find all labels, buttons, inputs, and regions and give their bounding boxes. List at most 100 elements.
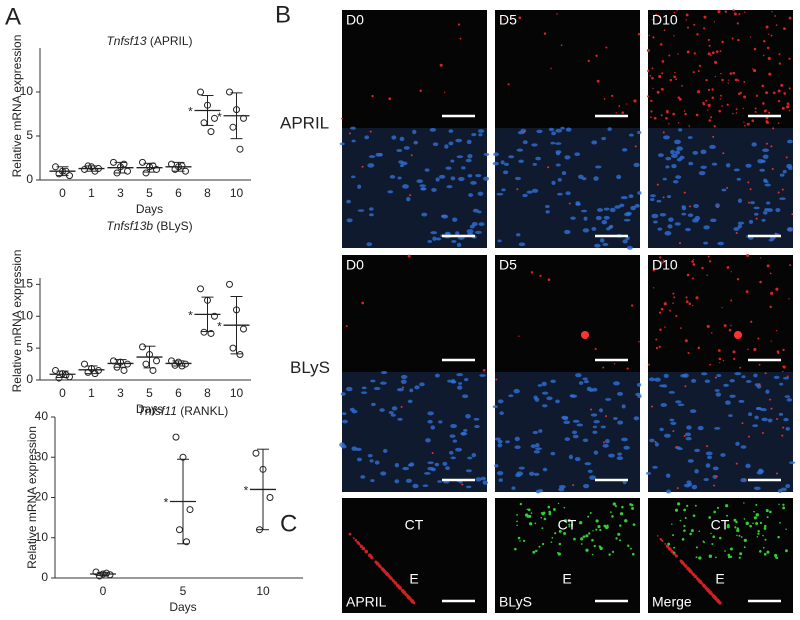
signal — [711, 88, 714, 91]
signal — [718, 536, 722, 540]
signal — [663, 29, 666, 32]
signal — [702, 540, 705, 543]
nucleus — [623, 218, 631, 222]
signal — [735, 520, 738, 524]
nucleus — [598, 408, 604, 413]
signal — [674, 508, 679, 512]
signal — [530, 271, 534, 274]
y-tick-label: 20 — [35, 490, 49, 504]
signal — [400, 405, 403, 408]
signal — [745, 290, 749, 294]
signal — [658, 345, 661, 348]
signal — [777, 89, 781, 93]
nucleus — [445, 466, 450, 471]
signal — [539, 274, 542, 277]
nucleus — [370, 479, 375, 483]
nucleus — [515, 233, 521, 237]
nucleus — [340, 444, 347, 449]
nucleus — [369, 459, 374, 463]
data-point — [211, 312, 218, 320]
signal — [775, 287, 779, 291]
nucleus — [480, 476, 486, 481]
nucleus — [456, 373, 464, 377]
nucleus — [723, 383, 729, 387]
nucleus — [513, 388, 520, 394]
signal — [759, 280, 762, 284]
nucleus — [701, 372, 708, 376]
nucleus — [685, 436, 692, 441]
nucleus — [589, 475, 596, 480]
signal — [754, 110, 757, 113]
nucleus — [750, 201, 755, 205]
signal — [688, 125, 691, 127]
nucleus — [737, 198, 743, 203]
signal — [721, 306, 723, 309]
nucleus — [613, 417, 618, 421]
nucleus — [678, 128, 683, 132]
nucleus — [432, 142, 439, 147]
signal — [409, 598, 413, 602]
nucleus — [594, 243, 601, 248]
nucleus — [477, 129, 485, 133]
signal — [691, 260, 694, 263]
signal — [775, 24, 778, 26]
signal — [361, 165, 364, 168]
nucleus — [420, 187, 427, 191]
nucleus — [616, 456, 624, 461]
signal — [710, 532, 712, 535]
signal — [686, 50, 690, 54]
nucleus — [717, 241, 725, 246]
significance: * — [217, 110, 222, 124]
signal — [410, 154, 413, 157]
signal — [788, 57, 791, 60]
signal — [765, 142, 768, 145]
signal — [671, 550, 674, 553]
signal — [733, 518, 737, 522]
signal — [602, 441, 605, 444]
nucleus — [681, 212, 687, 216]
significance: * — [164, 496, 169, 510]
nucleus — [388, 410, 394, 415]
x-tick-label: 6 — [175, 386, 182, 400]
signal — [730, 324, 732, 327]
signal — [391, 579, 394, 582]
nucleus — [438, 420, 443, 424]
nucleus — [471, 132, 477, 137]
nucleus — [399, 136, 405, 142]
dapi-image — [342, 372, 487, 492]
nucleus — [648, 377, 655, 382]
signal — [688, 205, 691, 208]
signal — [780, 83, 784, 87]
signal — [585, 548, 589, 552]
nucleus — [403, 146, 410, 150]
x-tick-label: 3 — [117, 386, 124, 400]
signal — [605, 46, 608, 49]
nucleus — [516, 471, 524, 476]
nucleus — [733, 168, 740, 172]
signal — [735, 462, 738, 465]
nucleus — [448, 450, 454, 455]
signal — [547, 278, 551, 282]
nucleus — [607, 127, 612, 132]
nucleus — [668, 391, 676, 394]
signal — [661, 59, 665, 63]
signal — [779, 521, 781, 524]
signal — [345, 325, 348, 328]
nucleus — [633, 162, 640, 168]
signal — [516, 513, 518, 516]
nucleus — [754, 212, 759, 216]
nucleus — [593, 420, 600, 424]
nucleus — [345, 386, 353, 392]
signal — [715, 556, 717, 559]
signal — [740, 536, 743, 538]
nucleus — [412, 483, 419, 489]
signal — [777, 191, 780, 194]
signal — [703, 27, 706, 30]
signal — [758, 363, 761, 366]
signal — [684, 385, 687, 388]
nucleus — [664, 230, 672, 236]
nucleus — [674, 150, 681, 155]
signal — [751, 68, 754, 70]
signal — [781, 434, 784, 437]
x-tick-label: 1 — [88, 386, 95, 400]
